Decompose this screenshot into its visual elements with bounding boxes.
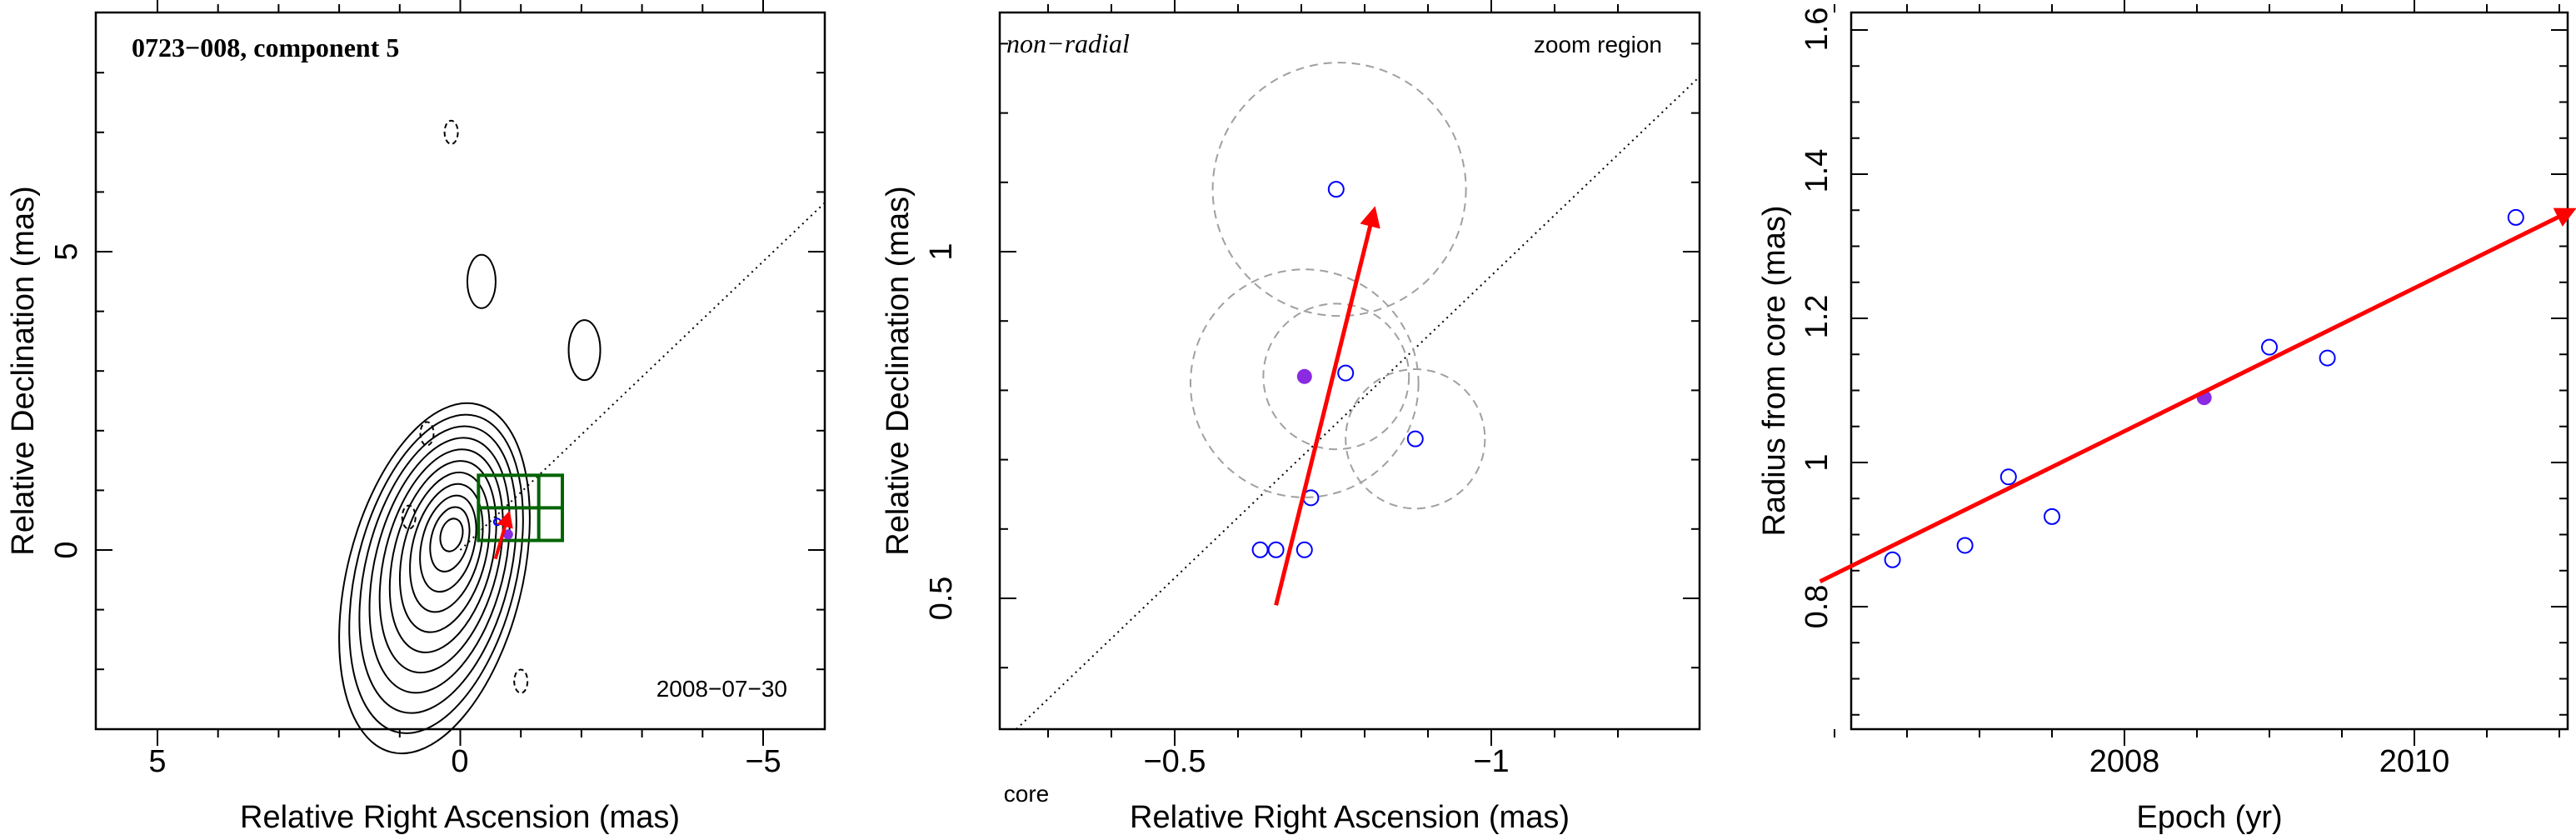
zoom-jet-direction-line [1016,76,1700,730]
radius-ytick-label: 1.6 [1800,8,1835,52]
map-plot-content [338,119,826,755]
zoom-xlabel: Relative Right Ascension (mas) [1130,800,1570,835]
map-contour [368,437,511,694]
radius-epoch-point [2507,208,2524,226]
zoom-ylabel: Relative Declination (mas) [881,186,916,556]
map-xlabel: Relative Right Ascension (mas) [240,800,680,835]
zoom-error-circle [1345,368,1486,510]
map-contour [429,506,471,572]
map-xtick-label: 0 [451,744,468,779]
zoom-motion-vector [1274,206,1380,606]
radius-panel: 2008 2010 0.8 1 1.2 1.4 1.6 Epoch (yr) R… [1757,0,2576,835]
radius-ytick-label: 0.8 [1800,585,1835,629]
zoom-plot-frame [998,11,1701,731]
zoom-label-left: non−radial [1006,28,1130,58]
map-ytick-label: 0 [49,541,84,558]
map-ylabel: Relative Declination (mas) [6,186,41,556]
map-negative-contour [513,668,529,694]
map-motion-vector [493,510,513,560]
zoom-plot-content [1016,62,1700,730]
zoom-epoch-point [1267,541,1285,558]
zoom-ytick-label: 0.5 [924,577,959,621]
zoom-error-circle [1190,268,1420,498]
map-epoch-point [492,518,502,527]
radius-epoch-point [1999,468,2017,486]
map-xtick-label: 5 [148,744,166,779]
zoom-axis-ticks [1000,0,1700,746]
map-contour [409,482,484,613]
radius-ytick-label: 1 [1800,453,1835,471]
radius-fit-vector [1819,208,2576,583]
map-negative-contour [419,421,435,447]
zoom-xtick-label: −1 [1473,744,1509,779]
zoom-ytick-label: 1 [924,242,959,260]
zoom-epoch-point [1337,364,1355,382]
map-contour [388,460,497,653]
zoom-xtick-label: −0.5 [1143,744,1206,779]
map-contour [419,494,477,593]
map-title: 0723−008, component 5 [132,32,399,62]
zoom-label-right: zoom region [1534,32,1662,58]
map-contour [358,425,517,714]
map-axis-ticks [96,0,825,746]
zoom-epoch-point [1406,430,1424,448]
radius-xtick-label: 2010 [2379,744,2450,779]
zoom-panel: non−radial zoom region core −0.5 −1 0.5 … [881,0,1701,835]
radius-plot-frame [1850,11,2569,731]
radius-epoch-point [1884,551,1901,568]
zoom-error-circle [1211,62,1467,318]
map-panel: 0723−008, component 5 2008−07−30 5 0 −5 … [6,0,826,835]
radius-epoch-point [2261,338,2278,356]
map-date-label: 2008−07−30 [656,676,787,702]
map-ytick-label: 5 [49,242,84,260]
zoom-epoch-point [1327,181,1345,198]
radius-axis-ticks [1834,0,2568,746]
radius-ylabel: Radius from core (mas) [1757,206,1792,537]
map-contour-island [466,253,497,309]
radius-xtick-label: 2008 [2089,744,2160,779]
zoom-core-label: core [1004,781,1049,807]
zoom-epoch-point [1295,541,1313,558]
radius-ytick-label: 1.4 [1800,149,1835,193]
map-contour [348,413,524,734]
map-negative-contour [443,119,459,145]
zoom-current-point [1296,368,1312,384]
map-negative-contour [401,504,417,530]
radius-plot-content [1819,208,2576,583]
zoom-error-circle [1262,302,1410,451]
map-jet-direction-line [459,202,826,551]
radius-epoch-point [2319,349,2336,367]
radius-xlabel: Epoch (yr) [2136,800,2282,835]
map-contour [378,448,504,674]
map-contour-island [567,319,602,382]
zoom-epoch-point [1251,541,1269,558]
map-contour [398,471,491,633]
radius-epoch-point [2044,508,2060,525]
map-contour [338,402,531,755]
map-xtick-label: −5 [745,744,781,779]
radius-epoch-point [1956,537,1974,554]
map-contour [439,518,464,552]
map-component-point [502,529,513,540]
map-plot-frame [94,11,826,731]
radius-ytick-label: 1.2 [1800,295,1835,339]
